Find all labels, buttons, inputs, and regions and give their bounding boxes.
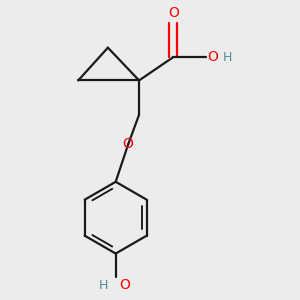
Text: H: H bbox=[223, 52, 232, 64]
Text: O: O bbox=[168, 6, 179, 20]
Text: H: H bbox=[98, 279, 108, 292]
Text: O: O bbox=[208, 50, 219, 64]
Text: O: O bbox=[123, 137, 134, 152]
Text: O: O bbox=[119, 278, 130, 292]
